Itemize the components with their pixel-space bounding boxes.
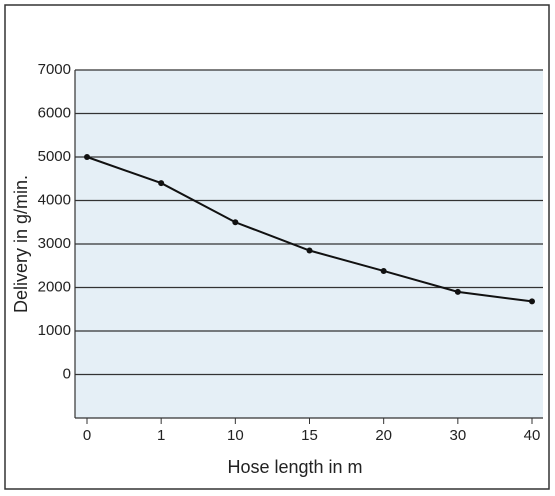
x-tick-label: 40 — [524, 427, 541, 444]
x-tick-label: 30 — [449, 427, 466, 444]
data-point — [454, 288, 461, 295]
y-tick-label: 4000 — [38, 191, 71, 208]
data-point — [232, 219, 239, 226]
x-tick-label: 0 — [83, 427, 91, 444]
data-point — [529, 298, 535, 305]
y-tick-label: 1000 — [38, 322, 71, 339]
x-axis-title: Hose length in m — [227, 457, 362, 477]
data-point — [84, 154, 90, 160]
x-tick-label: 20 — [375, 427, 392, 444]
y-tick-label: 5000 — [38, 148, 71, 165]
y-tick-label: 3000 — [38, 235, 71, 252]
y-tick-label: 7000 — [38, 61, 71, 78]
y-tick-label: 0 — [63, 365, 71, 382]
data-point — [380, 267, 387, 274]
x-tick-label: 1 — [157, 427, 165, 444]
x-tick-label: 10 — [227, 427, 244, 444]
x-tick-label: 15 — [301, 427, 318, 444]
y-tick-label: 6000 — [38, 104, 71, 121]
data-point — [306, 247, 313, 254]
y-tick-label: 2000 — [38, 278, 71, 295]
y-axis-title: Delivery in g/min. — [11, 175, 31, 313]
data-point — [158, 180, 165, 187]
